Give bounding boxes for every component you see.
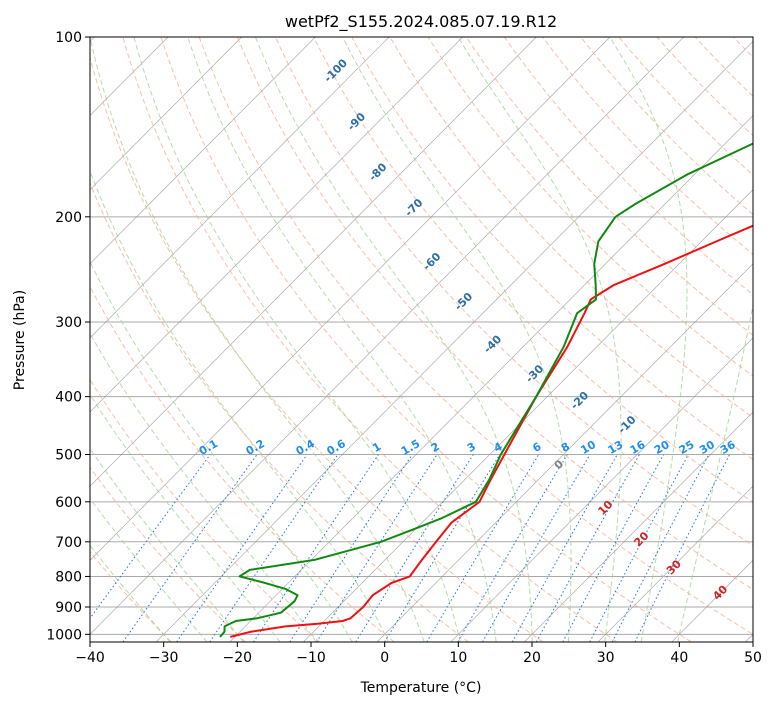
x-tick-label: 30 — [597, 650, 615, 666]
x-tick-label: −10 — [296, 650, 326, 666]
y-tick-label: 900 — [55, 600, 82, 616]
y-tick-label: 200 — [55, 210, 82, 226]
x-tick-label: 40 — [670, 650, 688, 666]
x-tick-label: 0 — [380, 650, 389, 666]
chart-title: wetPf2_S155.2024.085.07.19.R12 — [285, 12, 557, 32]
y-axis-label: Pressure (hPa) — [12, 290, 28, 390]
y-tick-label: 1000 — [46, 627, 82, 643]
y-tick-label: 800 — [55, 569, 82, 585]
x-axis-label: Temperature (°C) — [360, 680, 482, 696]
y-tick-label: 300 — [55, 315, 82, 331]
y-tick-label: 400 — [55, 390, 82, 406]
y-tick-label: 100 — [55, 30, 82, 46]
y-tick-label: 600 — [55, 495, 82, 511]
x-tick-label: −30 — [149, 650, 179, 666]
x-tick-label: −40 — [75, 650, 105, 666]
x-tick-label: −20 — [223, 650, 253, 666]
x-tick-label: 10 — [449, 650, 467, 666]
x-tick-label: 50 — [744, 650, 762, 666]
x-tick-label: 20 — [523, 650, 541, 666]
y-tick-label: 700 — [55, 535, 82, 551]
y-tick-label: 500 — [55, 448, 82, 464]
